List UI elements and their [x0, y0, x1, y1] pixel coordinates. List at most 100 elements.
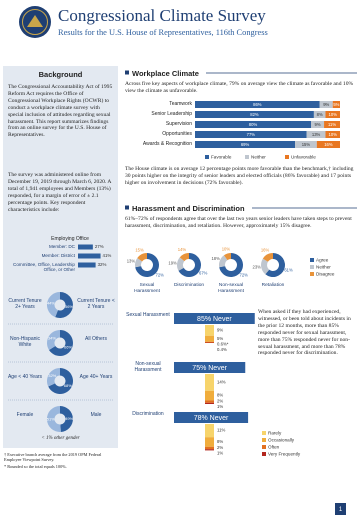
employing-office-bar	[78, 244, 93, 250]
demographic-slice	[48, 368, 74, 394]
employing-office-label: Member: DC	[48, 244, 75, 249]
climate-segment	[195, 101, 320, 108]
demographic-slice	[46, 292, 60, 318]
employing-office-value: 32%	[98, 262, 107, 267]
employing-office-title: Employing Office	[51, 236, 89, 242]
agreement-slice	[134, 257, 143, 268]
agreement-category: Sexual Harassment	[134, 283, 160, 294]
climate-value: 10%	[329, 112, 338, 117]
page-number-box	[335, 503, 346, 515]
frequency-value: 0.4%	[217, 347, 227, 352]
agreement-slice	[265, 253, 285, 277]
frequency-value: 5%	[217, 336, 223, 341]
demographic-label: Current Tenure < 2 Years	[77, 298, 115, 310]
section-heading: Harassment and Discrimination	[132, 204, 245, 213]
demographic-value: 66%	[64, 344, 72, 349]
legend-swatch	[262, 431, 266, 435]
demographic-slice	[47, 368, 60, 387]
climate-category: Opportunities	[162, 131, 192, 137]
employing-office-bar	[78, 262, 96, 268]
demographic-value: 44%	[47, 300, 55, 305]
frequency-value: 11%	[217, 428, 225, 433]
legend-label: Occasionally	[268, 438, 295, 443]
climate-value: 8%	[317, 112, 323, 117]
never-label: 85% Never	[197, 316, 232, 323]
agreement-value: 72%	[240, 273, 249, 278]
never-label: 75% Never	[192, 365, 227, 372]
agreement-slice	[223, 253, 231, 261]
climate-segment	[195, 121, 311, 128]
climate-value: 11%	[328, 122, 336, 127]
legend-label: Neither	[251, 155, 266, 160]
legend-swatch	[262, 445, 266, 449]
legend-swatch	[310, 265, 314, 269]
demographic-label: Female	[16, 412, 34, 418]
agreement-value: 18%	[211, 256, 220, 261]
page-title: Congressional Climate Survey	[58, 6, 266, 25]
legend-label: Agree	[316, 258, 329, 263]
agreement-slice	[219, 253, 243, 278]
demographic-slice	[55, 292, 73, 319]
frequency-segment	[205, 424, 214, 438]
frequency-segment	[205, 374, 214, 391]
experience-category: Sexual Harassment	[126, 312, 170, 318]
demographic-value: 34%	[48, 336, 56, 341]
employing-office-value: 27%	[95, 244, 104, 249]
employing-office-value: 41%	[103, 253, 112, 258]
climate-segment	[295, 141, 317, 148]
climate-segment	[306, 131, 326, 138]
frequency-value: 1%	[217, 404, 223, 409]
frequency-segment	[205, 325, 214, 336]
agreement-value: 67%	[199, 271, 208, 276]
agreement-slice	[135, 253, 159, 278]
footnote: * Rounded so the total equals 100%.	[4, 464, 67, 469]
demographic-label: Non-Hispanic White	[9, 336, 40, 348]
agreement-value: 72%	[156, 273, 165, 278]
heading-marker	[125, 70, 129, 75]
agreement-slice	[178, 253, 201, 278]
frequency-value: 14%	[217, 380, 226, 385]
climate-value: 16%	[324, 142, 333, 147]
legend-label: Unfavorable	[291, 155, 316, 160]
demographic-slice	[60, 406, 73, 432]
climate-segment	[313, 111, 326, 118]
agreement-value: 10%	[222, 246, 231, 251]
frequency-value: 9%	[217, 328, 223, 333]
agreement-slice	[137, 253, 147, 262]
demographic-slice	[46, 405, 61, 432]
demographic-slice	[49, 330, 73, 356]
climate-segment	[195, 141, 296, 148]
never-bar	[174, 412, 249, 423]
climate-value: 10%	[329, 132, 338, 137]
demographic-label: Age < 40 Years	[7, 374, 43, 380]
demographic-slice	[46, 330, 60, 350]
employing-office-bar	[78, 253, 101, 259]
frequency-value: 0.6%*	[217, 341, 229, 346]
climate-segment	[332, 101, 340, 108]
frequency-segment	[205, 390, 214, 401]
demographic-label: Male	[90, 412, 102, 418]
climate-value: 9%	[323, 102, 329, 107]
agreement-slice	[218, 255, 228, 268]
frequency-segment	[205, 449, 214, 451]
climate-segment	[324, 121, 340, 128]
section-intro: Across five key aspects of workplace cli…	[125, 81, 354, 94]
agreement-value: 19%	[168, 261, 177, 266]
climate-segment	[195, 111, 314, 118]
never-bar	[174, 313, 255, 324]
climate-value: 13%	[312, 132, 321, 137]
agreement-slice	[260, 258, 270, 275]
heading-marker	[125, 205, 129, 210]
never-label: 78% Never	[194, 415, 229, 422]
demographic-label: Current Tenure 2+ Years	[8, 298, 42, 310]
climate-value: 9%	[314, 122, 320, 127]
agreement-value: 16%	[261, 248, 270, 253]
never-bar	[174, 362, 246, 373]
agreement-category: Non-sexual Harassment	[218, 283, 244, 294]
demographic-value: 49%	[65, 416, 73, 421]
demographic-value: 68%	[64, 383, 72, 388]
climate-value: 69%	[241, 142, 250, 147]
agreement-slice	[262, 253, 273, 262]
demographic-value: 51%	[47, 416, 55, 421]
